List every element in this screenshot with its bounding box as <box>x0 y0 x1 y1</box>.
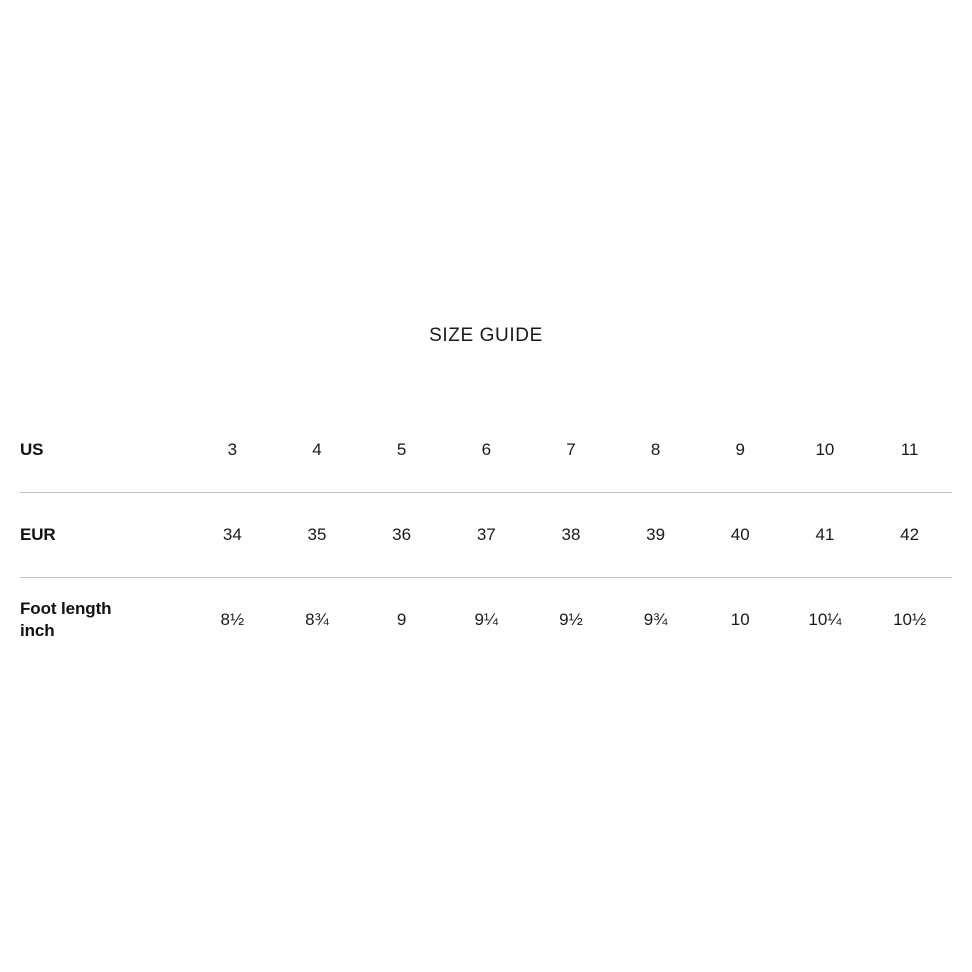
row-label-us: US <box>20 408 190 492</box>
table-row: US 3 4 5 6 7 8 9 10 11 <box>20 408 952 492</box>
cell-eur-6: 39 <box>646 525 666 544</box>
cell-us-6: 8 <box>650 440 661 459</box>
cell-foot-8: 10¼ <box>808 610 842 629</box>
cell-us-8: 10 <box>815 440 835 459</box>
cell-us-1: 3 <box>227 440 238 459</box>
divider-cell <box>20 577 952 578</box>
cell-eur-9: 42 <box>900 525 920 544</box>
cell-us-5: 7 <box>566 440 576 459</box>
cell-foot-7: 10 <box>730 610 750 629</box>
cell-eur-3: 36 <box>392 525 412 544</box>
row-label-line: US <box>20 440 44 459</box>
cell-eur-5: 38 <box>561 525 581 544</box>
row-label-foot-length: Foot length inch <box>20 578 190 662</box>
row-label-line: EUR <box>20 525 56 544</box>
cell-foot-5: 9½ <box>559 610 583 629</box>
cell-foot-3: 9 <box>396 610 407 629</box>
cell-eur-4: 37 <box>476 525 496 544</box>
cell-foot-2: 8¾ <box>305 610 329 629</box>
table-row: EUR 34 35 36 37 38 39 40 41 42 <box>20 493 952 577</box>
table-divider-row <box>20 577 952 578</box>
cell-foot-6: 9¾ <box>643 610 668 629</box>
cell-foot-4: 9¼ <box>474 610 499 629</box>
cell-eur-8: 41 <box>815 525 835 544</box>
cell-eur-7: 40 <box>730 525 750 544</box>
row-label-eur: EUR <box>20 493 190 577</box>
cell-foot-1: 8½ <box>220 610 245 629</box>
cell-foot-9: 10½ <box>893 610 927 629</box>
row-label-line: inch <box>20 621 55 640</box>
divider-line <box>20 492 952 493</box>
divider-cell <box>20 492 952 493</box>
table-divider-row <box>20 492 952 493</box>
row-label-line: Foot length <box>20 599 112 618</box>
cell-eur-2: 35 <box>307 525 327 544</box>
cell-eur-1: 34 <box>222 525 242 544</box>
cell-us-4: 6 <box>481 440 492 459</box>
cell-us-9: 11 <box>900 440 919 459</box>
cell-us-3: 5 <box>396 440 407 459</box>
cell-us-7: 9 <box>735 440 745 459</box>
table-row: Foot length inch 8½ 8¾ 9 9¼ 9½ 9¾ 10 10¼… <box>20 578 952 662</box>
cell-us-2: 4 <box>312 440 322 459</box>
divider-line <box>20 577 952 578</box>
size-guide-table: US 3 4 5 6 7 8 9 10 11 EUR <box>20 408 952 662</box>
page-title: SIZE GUIDE <box>429 325 543 346</box>
